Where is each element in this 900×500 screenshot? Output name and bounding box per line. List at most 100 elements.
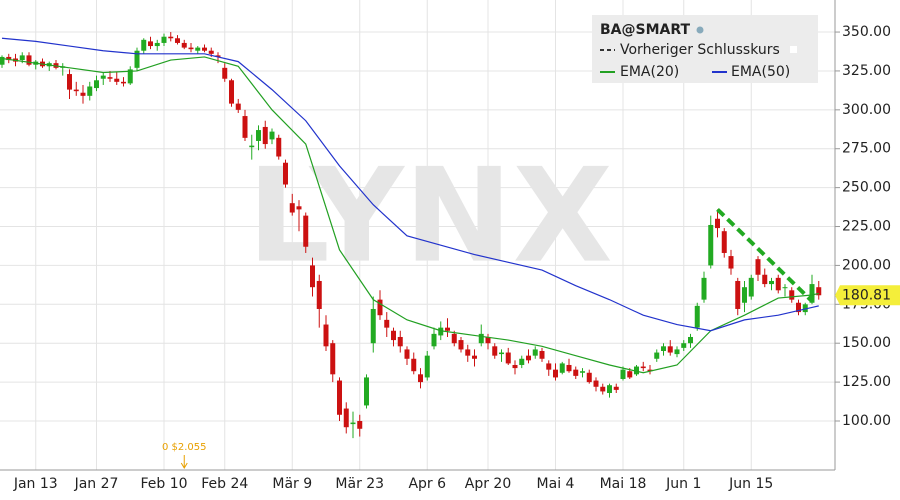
y-tick-label: 325.00 — [842, 63, 891, 79]
x-tick-label: Mär 23 — [335, 476, 384, 492]
candle-body — [127, 69, 133, 84]
candle-body — [715, 218, 720, 229]
candle-body — [100, 75, 106, 79]
x-tick-label: Apr 6 — [408, 476, 446, 492]
x-tick-label: Jan 27 — [74, 476, 119, 492]
x-tick-label: Mai 18 — [600, 476, 647, 492]
watermark: LYNX — [247, 140, 613, 292]
grid: 100.00125.00150.00175.00200.00225.00250.… — [0, 0, 891, 492]
candle-body — [485, 336, 491, 344]
candle-body — [532, 349, 538, 356]
candle-body — [370, 308, 376, 344]
candle-body — [175, 38, 180, 43]
candle-body — [148, 41, 153, 47]
candle-body — [566, 364, 572, 372]
x-tick-label: Jun 15 — [728, 476, 773, 492]
candle-body — [661, 346, 666, 351]
candle-body — [809, 284, 815, 303]
candle-body — [350, 422, 356, 425]
annotation-arrow — [180, 455, 188, 469]
annotation: 0 $2.055 — [162, 442, 207, 453]
y-tick-label: 350.00 — [842, 24, 891, 40]
candle-body — [364, 377, 369, 406]
candle-body — [431, 333, 437, 347]
candle-body — [80, 92, 86, 96]
x-tick-label: Apr 20 — [465, 476, 511, 492]
candle-body — [235, 103, 241, 110]
candle-body — [681, 343, 687, 348]
candle-body — [688, 336, 693, 344]
candle-body — [620, 369, 626, 379]
candle-body — [283, 162, 288, 185]
candle-body — [613, 386, 619, 390]
legend-title: BA@SMART — [600, 22, 691, 38]
x-tick-label: Mai 4 — [537, 476, 575, 492]
price-tag-label: 180.81 — [842, 287, 891, 303]
candle-body — [384, 319, 390, 328]
candle-body — [748, 277, 754, 297]
candle-body — [316, 280, 322, 309]
candle-body — [0, 56, 5, 65]
candle-body — [640, 366, 646, 369]
y-tick-label: 150.00 — [842, 335, 891, 351]
plot: 0 $2.055 — [0, 32, 822, 469]
candle-body — [526, 355, 531, 361]
candle-body — [310, 265, 315, 288]
candle-body — [775, 277, 781, 291]
candle-body — [593, 380, 599, 387]
candle-body — [249, 145, 255, 148]
candle-body — [519, 358, 525, 365]
candle-body — [762, 274, 768, 285]
legend-icon — [790, 46, 797, 53]
x-tick-label: Mär 9 — [272, 476, 312, 492]
candle-body — [789, 290, 795, 300]
candle-body — [188, 47, 194, 50]
candle-body — [222, 67, 228, 79]
candle-body — [296, 206, 302, 210]
candle-body — [181, 42, 187, 48]
candle-body — [87, 86, 93, 96]
candle-body — [73, 89, 79, 92]
candle-body — [539, 350, 545, 359]
candle-body — [161, 36, 167, 43]
candle-body — [276, 137, 282, 157]
y-tick-label: 225.00 — [842, 219, 891, 235]
candle-body — [424, 355, 430, 378]
trendline — [716, 207, 814, 303]
candle-body — [438, 327, 444, 336]
candle-body — [229, 80, 234, 104]
ema-line — [1, 37, 819, 332]
y-tick-label: 100.00 — [842, 413, 891, 429]
y-tick-label: 200.00 — [842, 257, 891, 273]
candle-body — [546, 363, 552, 370]
candle-body — [728, 256, 734, 269]
candle-body — [512, 364, 518, 369]
candle-body — [377, 299, 383, 316]
candle-body — [208, 50, 214, 54]
x-tick-label: Feb 10 — [140, 476, 187, 492]
candle-body — [505, 352, 511, 364]
candle-body — [607, 385, 612, 393]
candle-body — [708, 224, 714, 266]
candle-body — [337, 380, 342, 415]
y-tick-label: 300.00 — [842, 102, 891, 118]
candle-body — [634, 366, 639, 375]
candle-body — [114, 78, 120, 82]
candle-body — [559, 363, 565, 373]
candle-body — [580, 371, 585, 373]
candle-body — [451, 333, 457, 344]
candle-body — [796, 302, 801, 313]
candle-body — [586, 372, 592, 383]
candle-body — [256, 130, 261, 141]
candle-body — [445, 327, 450, 331]
candle-body — [303, 215, 309, 247]
candle-body — [472, 355, 477, 359]
candle-body — [202, 47, 207, 51]
candle-body — [154, 42, 160, 47]
candle-body — [694, 305, 700, 328]
candle-body — [404, 349, 410, 359]
candle-body — [19, 55, 25, 61]
